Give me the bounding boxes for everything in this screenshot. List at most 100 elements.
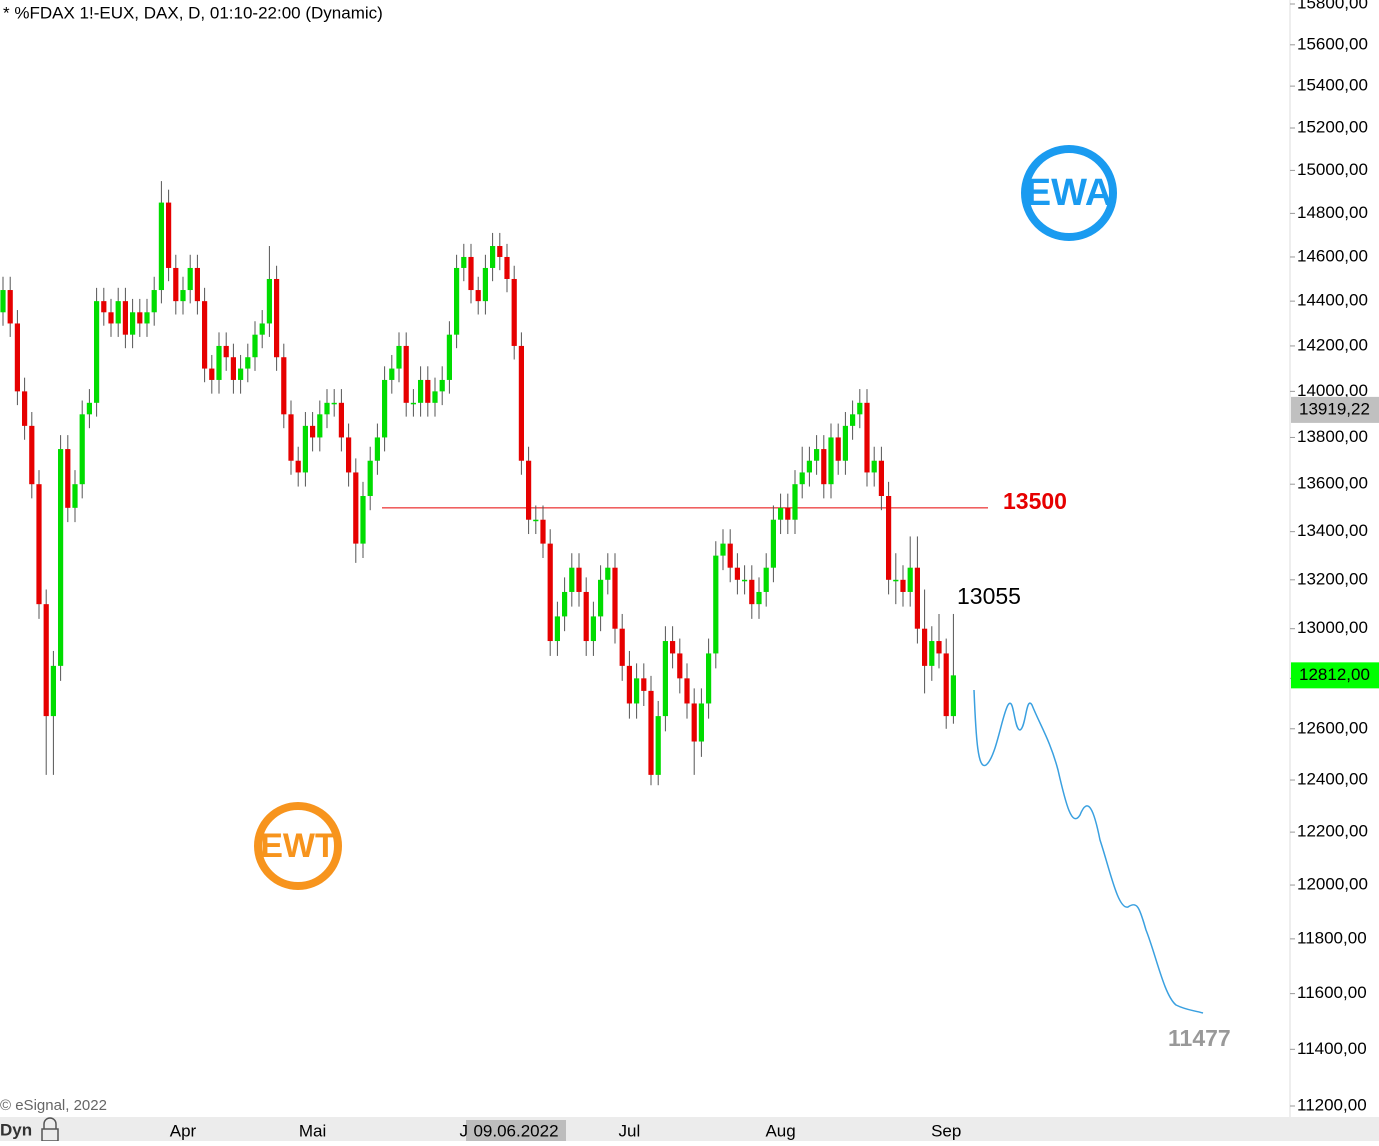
candle-body	[86, 402, 92, 415]
candle-body	[943, 653, 949, 717]
candle-body	[238, 368, 244, 380]
candle-body	[533, 519, 539, 522]
x-axis-panel	[0, 1117, 1379, 1141]
candle-body	[281, 357, 287, 415]
x-tick-label: Mai	[299, 1121, 326, 1140]
candle-body	[835, 437, 841, 461]
candle-body	[691, 703, 697, 742]
candle-body	[778, 507, 784, 520]
candle-body	[576, 567, 582, 592]
candle-body	[302, 425, 308, 473]
logo-ring	[1021, 145, 1117, 241]
candle-body	[612, 567, 618, 629]
candle-body	[252, 334, 258, 358]
logo-text: EWA	[1026, 172, 1113, 214]
candle-body	[850, 414, 856, 426]
candle-body	[662, 641, 668, 717]
candle-body	[346, 437, 352, 473]
x-tick-label: Apr	[170, 1121, 197, 1140]
y-tick-label: 14000,00	[1297, 381, 1368, 400]
y-tick-label: 12400,00	[1297, 770, 1368, 789]
chart-title: * %FDAX 1!-EUX, DAX, D, 01:10-22:00 (Dyn…	[3, 3, 383, 22]
candle-body	[684, 678, 690, 704]
candle-body	[763, 567, 769, 592]
projection-path	[973, 689, 1204, 1014]
candle-body	[209, 368, 215, 380]
price-box	[1291, 396, 1379, 423]
crosshair-box	[466, 1120, 566, 1141]
candle-body	[914, 567, 920, 629]
candle-body	[122, 301, 128, 335]
candle-body	[50, 665, 56, 717]
candle-body	[259, 323, 265, 335]
candle-body	[317, 414, 323, 438]
candle-body	[893, 579, 899, 582]
candle-body	[497, 246, 503, 257]
candle-body	[900, 579, 906, 592]
y-tick-label: 11800,00	[1297, 928, 1367, 947]
candle-body	[518, 345, 524, 461]
candle-body	[547, 543, 553, 642]
candle-body	[216, 345, 222, 380]
candle-body	[598, 579, 604, 617]
candle-body	[166, 202, 172, 268]
logo-text: EWT	[260, 827, 336, 865]
candle-body	[410, 402, 416, 405]
x-tick-label: Sep	[931, 1121, 961, 1140]
candle-body	[425, 379, 431, 403]
candle-body	[29, 425, 35, 485]
candle-body	[202, 301, 208, 369]
y-tick-label: 13000,00	[1297, 618, 1368, 637]
y-tick-label: 14600,00	[1297, 246, 1368, 265]
x-tick-label: Jul	[619, 1121, 641, 1140]
candle-body	[842, 425, 848, 461]
candle-body	[569, 567, 575, 592]
candle-body	[151, 290, 157, 313]
candle-body	[626, 665, 632, 704]
candle-body	[554, 616, 560, 642]
y-tick-label: 15000,00	[1297, 160, 1368, 179]
candle-body	[360, 495, 366, 544]
candle-body	[562, 591, 568, 617]
y-tick-label: 13600,00	[1297, 474, 1368, 493]
candle-body	[310, 425, 316, 438]
y-tick-label: 14800,00	[1297, 203, 1368, 222]
candle-body	[130, 312, 136, 335]
candle-body	[58, 449, 64, 666]
y-tick-label: 13400,00	[1297, 521, 1368, 540]
candle-body	[331, 402, 337, 405]
price-label: 13919,22	[1299, 399, 1370, 418]
candle-body	[173, 267, 179, 302]
candle-body	[871, 460, 877, 473]
candle-body	[439, 379, 445, 392]
candle-body	[288, 414, 294, 461]
y-tick-label: 12600,00	[1297, 718, 1368, 737]
candle-body	[374, 437, 380, 461]
crosshair-label: 09.06.2022	[473, 1121, 558, 1140]
candle-body	[22, 391, 28, 426]
candle-body	[540, 519, 546, 544]
y-tick-label: 12000,00	[1297, 875, 1368, 894]
candle-body	[266, 278, 272, 324]
candle-body	[936, 641, 942, 654]
candle-body	[922, 628, 928, 666]
candle-body	[698, 703, 704, 742]
candle-body	[878, 460, 884, 496]
candle-body	[115, 301, 121, 324]
y-tick-label: 15200,00	[1297, 117, 1368, 136]
candle-body	[0, 290, 6, 313]
y-tick-label: 12200,00	[1297, 822, 1368, 841]
candle-body	[504, 256, 510, 279]
logo-ring	[254, 802, 342, 890]
x-tick-label: Aug	[765, 1121, 795, 1140]
candle-body	[490, 246, 496, 268]
candle-body	[785, 507, 791, 520]
candle-body	[274, 278, 280, 358]
axis-mode[interactable]: Dyn	[0, 1120, 32, 1139]
candle-body	[432, 391, 438, 403]
candle-body	[475, 290, 481, 302]
candle-body	[144, 312, 150, 324]
candle-body	[158, 202, 164, 291]
candle-body	[418, 379, 424, 403]
